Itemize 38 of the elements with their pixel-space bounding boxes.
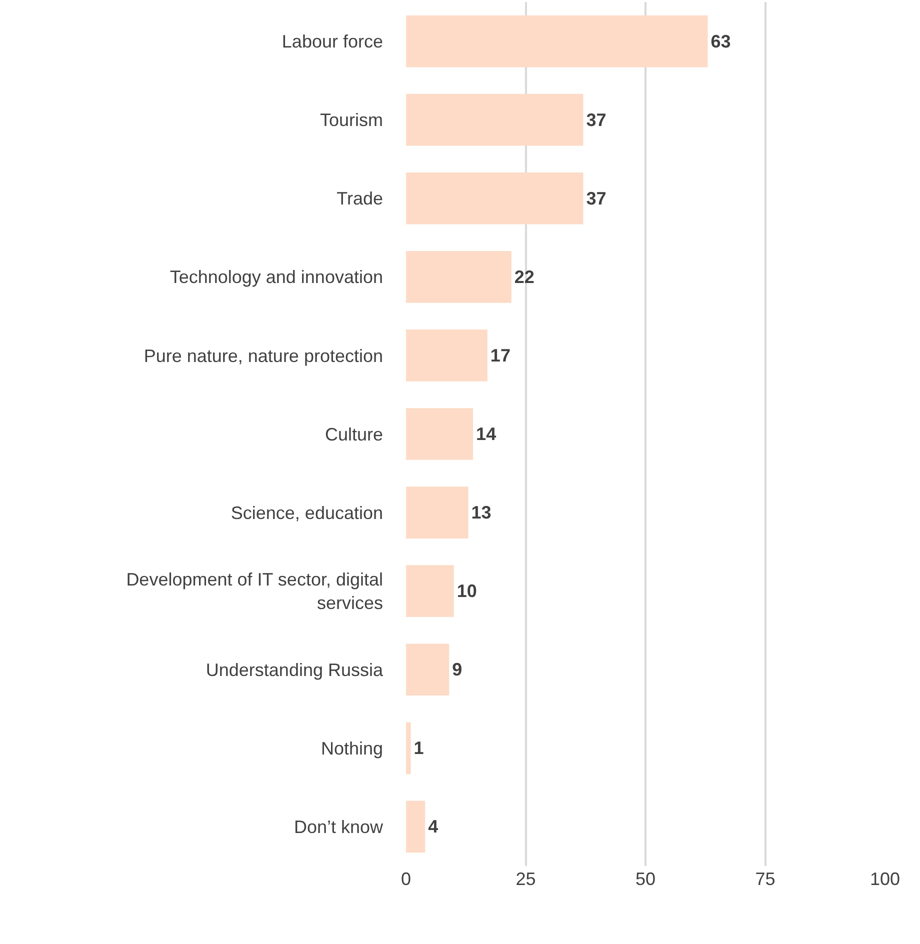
y-tick-label: Nothing (320, 738, 383, 758)
x-tick-label: 100 (870, 869, 900, 889)
bar (406, 486, 468, 538)
y-tick-label: Don’t know (294, 817, 384, 838)
bar (406, 15, 708, 68)
bar (406, 94, 584, 146)
bar (406, 644, 450, 696)
x-tick-label: 25 (516, 869, 536, 889)
y-tick-label: Development of IT sector, digital services (126, 570, 383, 614)
y-tick-label: Science, education (230, 502, 383, 523)
x-tick-label: 50 (635, 869, 656, 889)
data-label: 22 (514, 266, 534, 287)
y-tick-label: Culture (324, 424, 383, 444)
bar (406, 330, 488, 382)
y-tick-label: Pure nature, nature protection (144, 346, 383, 366)
data-label: 13 (471, 502, 492, 523)
data-label: 4 (428, 816, 438, 837)
bar (406, 800, 426, 853)
data-label: 17 (490, 345, 510, 366)
x-tick-label: 75 (755, 869, 776, 889)
bar (406, 250, 512, 303)
x-tick-label: 0 (400, 869, 412, 889)
data-label: 37 (586, 110, 606, 130)
y-tick-label: Trade (336, 188, 383, 209)
data-label: 1 (414, 738, 424, 758)
bar (406, 408, 474, 460)
bar (406, 172, 584, 224)
y-tick-label: Labour force (282, 32, 383, 52)
data-label: 37 (586, 188, 606, 208)
data-label: 14 (476, 424, 496, 444)
y-tick-label: Understanding Russia (206, 660, 384, 680)
bar (406, 565, 454, 618)
y-tick-label: Technology and innovation (170, 267, 383, 288)
data-label: 63 (710, 31, 731, 52)
y-tick-label: Tourism (320, 110, 383, 130)
data-label: 10 (456, 581, 477, 602)
data-label: 9 (452, 660, 462, 680)
bar (406, 722, 411, 774)
